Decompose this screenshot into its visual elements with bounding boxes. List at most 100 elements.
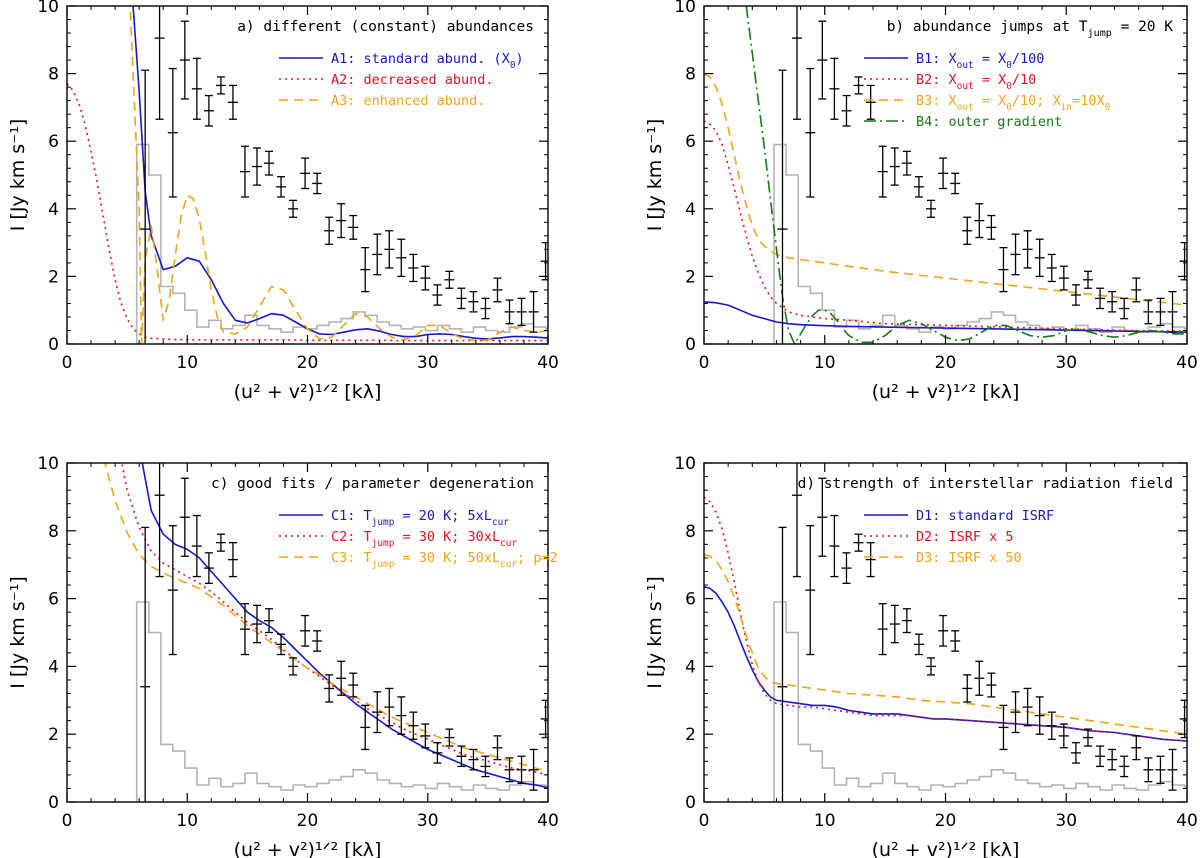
- data-point-b: [1119, 297, 1130, 320]
- data-point-d: [1167, 748, 1178, 791]
- data-point-b: [841, 94, 852, 127]
- data-point-b: [1058, 265, 1069, 291]
- data-point-c: [504, 757, 515, 783]
- data-point-c: [492, 735, 503, 761]
- y-tick-label: 0: [685, 793, 696, 813]
- panel-b: 0 10 20 30 40 0 2 4 6 8 10 (u² + v²)¹ᐟ² [kλ] I [Jy k…: [644, 0, 1198, 403]
- data-point-a: [504, 299, 515, 325]
- data-point-a: [384, 230, 395, 269]
- y-axis-label: I [Jy km s⁻¹]: [644, 119, 666, 231]
- data-point-d: [913, 633, 924, 656]
- data-point-c: [408, 711, 419, 740]
- legend-label: B4: outer gradient: [916, 114, 1062, 130]
- data-point-d: [1022, 687, 1033, 727]
- data-point-b: [1143, 299, 1154, 325]
- data-point-b: [974, 203, 985, 239]
- x-tick-label: 20: [297, 353, 319, 373]
- data-point-d: [805, 525, 816, 656]
- data-point-c: [480, 755, 491, 778]
- data-point-b: [817, 20, 828, 100]
- data-point-a: [540, 241, 548, 281]
- data-point-d: [962, 674, 973, 703]
- data-point-a: [420, 265, 431, 291]
- data-point-d: [1119, 755, 1130, 778]
- data-point-b: [926, 199, 937, 218]
- data-point-d: [1010, 691, 1021, 734]
- data-point-c: [384, 687, 395, 727]
- x-tick-label: 0: [62, 811, 73, 831]
- series-line-c3: [104, 463, 548, 773]
- y-tick-label: 10: [37, 454, 59, 474]
- data-point-b: [805, 67, 816, 198]
- data-point-b: [1179, 241, 1187, 281]
- data-point-d: [777, 526, 788, 802]
- data-point-c: [239, 603, 250, 656]
- histogram-c: [135, 601, 548, 802]
- y-tick-label: 0: [48, 335, 59, 355]
- data-point-a: [227, 84, 238, 120]
- data-point-c: [215, 533, 226, 552]
- x-tick-label: 0: [62, 353, 73, 373]
- x-axis-label: (u² + v²)¹ᐟ² [kλ]: [872, 381, 1020, 403]
- data-point-d: [1058, 723, 1069, 749]
- legend-label: A2: decreased abund.: [331, 72, 494, 88]
- data-point-d: [1131, 735, 1142, 761]
- data-point-d: [1179, 699, 1187, 739]
- y-tick-label: 2: [48, 725, 59, 745]
- y-tick-label: 0: [48, 793, 59, 813]
- y-tick-label: 8: [48, 522, 59, 542]
- data-point-b: [1034, 238, 1045, 278]
- x-tick-label: 40: [537, 353, 559, 373]
- data-point-b: [877, 145, 888, 198]
- data-point-c: [360, 704, 371, 751]
- data-point-b: [938, 157, 949, 190]
- data-point-b: [1046, 253, 1057, 283]
- data-point-a: [300, 157, 311, 190]
- data-point-c: [540, 699, 548, 739]
- y-tick-label: 2: [685, 725, 696, 745]
- data-point-b: [986, 214, 997, 240]
- data-point-d: [1082, 728, 1093, 747]
- data-point-c: [251, 604, 262, 644]
- series-line-d3: [704, 553, 1187, 735]
- series-line-b2: [704, 120, 1187, 332]
- data-point-b: [1107, 290, 1118, 313]
- data-point-b: [1155, 297, 1166, 327]
- legend-label: D3: ISRF x 50: [916, 550, 1022, 566]
- data-point-d: [841, 552, 852, 584]
- data-point-b: [853, 76, 864, 95]
- data-point-a: [179, 20, 190, 100]
- data-point-d: [791, 463, 802, 578]
- data-point-c: [456, 745, 467, 768]
- data-point-a: [432, 284, 443, 306]
- legend-label: D1: standard ISRF: [916, 508, 1054, 524]
- data-point-b: [865, 84, 876, 120]
- data-point-a: [444, 270, 455, 289]
- panel-title: c) good fits / parameter degeneration: [211, 476, 534, 492]
- data-point-d: [877, 603, 888, 656]
- data-point-b: [829, 57, 840, 120]
- y-axis-label: I [Jy km s⁻¹]: [644, 576, 666, 688]
- data-point-c: [288, 657, 299, 676]
- series-line-b4: [745, 6, 1187, 344]
- data-point-a: [167, 67, 178, 198]
- series-line-a2: [67, 83, 548, 342]
- data-point-c: [276, 633, 287, 656]
- x-tick-label: 30: [417, 811, 439, 831]
- data-point-c: [348, 672, 359, 698]
- x-axis-label: (u² + v²)¹ᐟ² [kλ]: [234, 381, 382, 403]
- data-point-a: [336, 203, 347, 239]
- x-tick-label: 30: [1055, 353, 1077, 373]
- y-tick-label: 2: [48, 267, 59, 287]
- data-point-a: [154, 6, 165, 120]
- data-point-b: [1167, 290, 1178, 333]
- data-point-d: [1095, 745, 1106, 768]
- y-tick-label: 4: [685, 657, 696, 677]
- data-point-d: [853, 533, 864, 552]
- data-point-b: [889, 147, 900, 186]
- data-point-d: [817, 477, 828, 557]
- data-point-c: [140, 526, 151, 802]
- legend-label: C1: Tjump = 20 K; 5xLcur: [331, 508, 509, 528]
- data-point-c: [154, 463, 165, 578]
- y-axis-label: I [Jy km s⁻¹]: [7, 576, 29, 688]
